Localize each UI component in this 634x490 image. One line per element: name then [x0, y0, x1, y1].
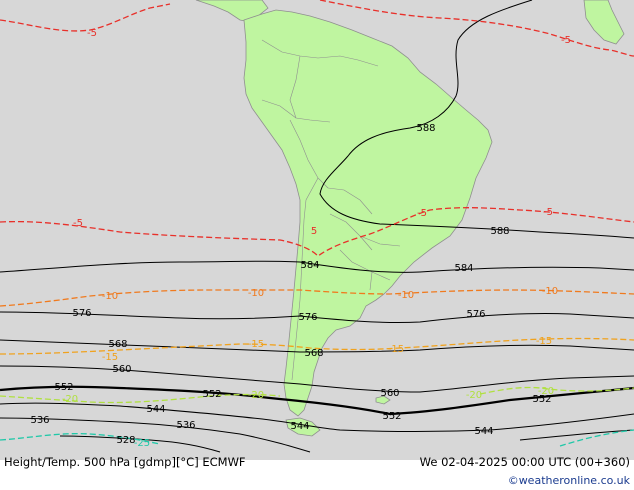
contour-528 [59, 435, 221, 453]
contour-576 [0, 311, 634, 324]
height-labels: 588 588 584 584 576 576 576 568 568 560 … [30, 123, 551, 446]
temp-label: -5 [417, 208, 427, 219]
watermark: ©weatheronline.co.uk [508, 474, 631, 487]
temp-label: 5 [311, 226, 317, 237]
map-title: Height/Temp. 500 hPa [gdmp][°C] ECMWF [4, 455, 246, 469]
height-label: 588 [416, 123, 435, 134]
height-label: 544 [146, 404, 165, 415]
height-contours [0, 0, 634, 453]
height-label: 576 [298, 312, 317, 323]
temp-minus20 [0, 386, 634, 404]
temp-label: -5 [543, 207, 553, 218]
temp-minus25-west [0, 432, 161, 445]
tierra-del-fuego [285, 417, 321, 437]
height-label: 584 [454, 263, 473, 274]
temp-minus5-north [0, 3, 171, 32]
map-datetime: We 02-04-2025 00:00 UTC (00+360) [420, 455, 630, 469]
height-label: 544 [290, 421, 309, 432]
contour-588-a [319, 0, 634, 239]
contour-544 [0, 402, 634, 432]
temp-label: -5 [561, 35, 571, 46]
temp-label: -15 [388, 344, 404, 355]
temperature-contours [0, 0, 634, 447]
temp-label: -10 [542, 286, 558, 297]
temp-minus10 [0, 289, 634, 307]
contour-544-b [519, 429, 634, 441]
temp-label: -10 [248, 288, 264, 299]
temp-label: -25 [134, 438, 150, 449]
temperature-labels: -5 -5 -5 -5 -5 5 -10 -10 -10 -10 -15 -15… [62, 28, 571, 449]
temp-label: -15 [248, 339, 264, 350]
height-label: 544 [474, 426, 493, 437]
temp-label: -20 [466, 390, 482, 401]
height-label: 588 [490, 226, 509, 237]
height-label: 552 [202, 389, 221, 400]
land-masses [195, 0, 625, 437]
contour-536 [0, 417, 311, 453]
temp-minus5-northeast [319, 0, 634, 57]
caribbean-island [583, 0, 625, 45]
height-label: 528 [116, 435, 135, 446]
temp-label: -5 [87, 28, 97, 39]
height-label: 552 [54, 382, 73, 393]
height-label: 552 [382, 411, 401, 422]
temp-label: -20 [62, 394, 78, 405]
height-label: 560 [380, 388, 399, 399]
country-borders [261, 39, 401, 381]
temp-label: -20 [538, 386, 554, 397]
height-label: 584 [300, 260, 319, 271]
height-label: 560 [112, 364, 131, 375]
footer-background [0, 460, 634, 490]
height-label: 536 [30, 415, 49, 426]
height-label: 536 [176, 420, 195, 431]
temp-label: -5 [73, 218, 83, 229]
contour-584 [0, 260, 634, 273]
temp-label: -10 [102, 291, 118, 302]
height-label: 576 [466, 309, 485, 320]
contour-560 [0, 365, 634, 393]
height-label: 568 [304, 348, 323, 359]
temp-label: -15 [102, 352, 118, 363]
temp-minus5-main [0, 207, 634, 257]
height-label: 576 [72, 308, 91, 319]
temp-label: -15 [536, 336, 552, 347]
contour-552 [0, 385, 634, 416]
height-label: 552 [532, 394, 551, 405]
height-label: 568 [108, 339, 127, 350]
falkland-islands [375, 395, 391, 405]
temp-minus15 [0, 337, 634, 355]
temp-label: -20 [248, 390, 264, 401]
temp-label: -10 [398, 290, 414, 301]
south-america-land [243, 9, 493, 417]
contour-568 [0, 339, 634, 353]
temp-minus25-east [559, 429, 634, 447]
